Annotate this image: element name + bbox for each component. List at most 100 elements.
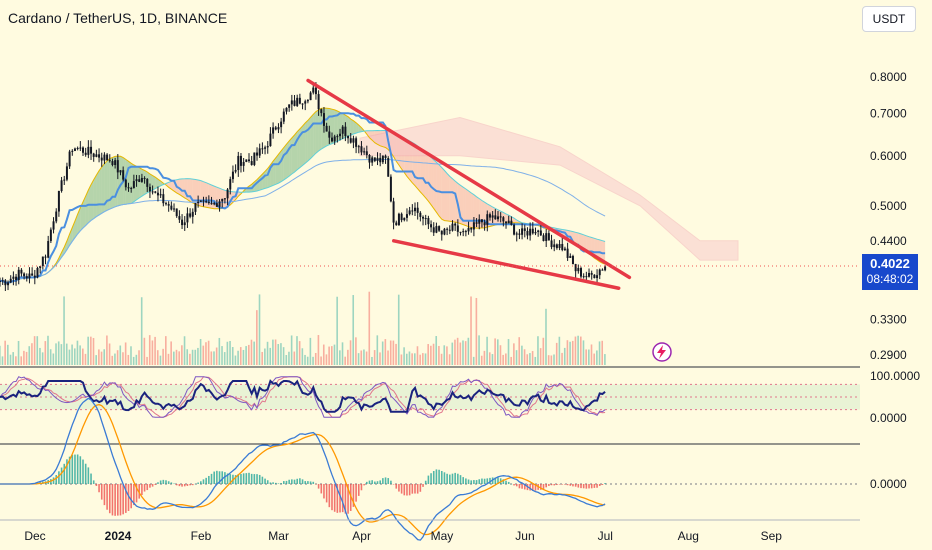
volume-bar: [363, 349, 365, 365]
macd-histogram-bar: [390, 480, 392, 484]
bear-cloud-segment: [390, 131, 394, 157]
bull-cloud-segment: [353, 120, 357, 134]
time-tick-label: Mar: [268, 529, 289, 543]
macd-histogram-bar: [309, 481, 312, 484]
volume-bar: [57, 341, 60, 365]
volume-bar: [17, 340, 20, 365]
volume-bar: [427, 344, 429, 365]
macd-histogram-bar: [74, 454, 76, 484]
candle-body: [480, 219, 483, 223]
candle-body: [229, 179, 232, 190]
volume-bar: [264, 348, 266, 365]
macd-histogram-bar: [95, 484, 98, 486]
volume-bar: [328, 346, 330, 365]
candle-body: [462, 231, 465, 233]
macd-histogram-bar: [106, 484, 108, 510]
macd-histogram-bar: [596, 484, 598, 488]
macd-histogram-bar: [502, 479, 505, 484]
macd-histogram-bar: [98, 484, 100, 493]
macd-histogram-bar: [60, 467, 63, 484]
bear-cloud-segment: [192, 179, 196, 205]
volume-bar: [397, 294, 400, 365]
bear-cloud-segment: [471, 192, 474, 228]
volume-bar: [470, 296, 472, 365]
volume-bar: [596, 350, 598, 365]
volume-bar: [448, 354, 451, 365]
macd-histogram-bar: [368, 480, 371, 484]
bear-cloud-segment: [468, 190, 472, 228]
bull-cloud-segment: [318, 108, 322, 151]
macd-histogram-bar: [457, 473, 459, 484]
candle-body: [280, 121, 283, 128]
candle-body: [306, 100, 309, 102]
macd-histogram-bar: [374, 481, 376, 484]
volume-bar: [237, 350, 239, 365]
candle-body: [534, 231, 537, 234]
candle-body: [387, 158, 390, 177]
macd-histogram-bar: [558, 484, 561, 485]
candle-body: [106, 154, 109, 161]
candle-body: [146, 178, 149, 187]
macd-histogram-bar: [285, 480, 288, 484]
macd-histogram-bar: [226, 473, 229, 484]
macd-histogram-bar: [189, 484, 191, 486]
volume-bar: [245, 346, 247, 365]
bear-cloud-segment: [372, 130, 375, 143]
volume-bar: [274, 339, 277, 365]
candle-body: [296, 97, 299, 106]
bear-cloud-segment: [452, 178, 456, 222]
candle-body: [9, 278, 12, 283]
candlesticks: [0, 82, 607, 292]
candle-body: [443, 228, 446, 235]
candle-body: [100, 157, 103, 161]
candle-body: [438, 226, 441, 231]
bull-cloud-segment: [315, 109, 319, 154]
volume-bar: [523, 349, 526, 365]
volume-bar: [138, 350, 140, 365]
volume-bar: [124, 342, 127, 365]
volume-bar: [12, 352, 14, 365]
macd-histogram-bar: [523, 484, 526, 490]
candle-body: [483, 222, 486, 226]
volume-bar: [400, 354, 403, 365]
macd-histogram-bar: [261, 476, 264, 484]
volume-bar: [202, 345, 205, 365]
candle-body: [355, 138, 358, 147]
macd-histogram-bar: [542, 484, 545, 490]
volume-bar: [571, 340, 574, 365]
macd-histogram-bar: [253, 474, 256, 484]
volume-bar: [505, 353, 507, 365]
bull-cloud-segment: [358, 125, 362, 133]
bull-cloud-segment: [83, 196, 86, 228]
lightning-icon[interactable]: [652, 342, 672, 362]
volume-bar: [253, 341, 255, 365]
candle-body: [588, 272, 591, 277]
macd-histogram-bar: [183, 484, 186, 487]
macd-histogram-bar: [355, 484, 357, 502]
volume-bar: [140, 297, 143, 365]
macd-histogram-bar: [90, 473, 92, 484]
macd-histogram-bar: [333, 484, 336, 512]
time-tick-label: Sep: [761, 529, 783, 543]
candle-body: [266, 146, 269, 148]
volume-bar: [269, 347, 272, 365]
time-tick-label: 2024: [105, 529, 132, 543]
macd-histogram-bar: [513, 484, 515, 486]
bull-cloud-segment: [356, 122, 359, 134]
macd-histogram-bar: [165, 480, 167, 484]
candle-body: [454, 223, 457, 226]
currency-button[interactable]: USDT: [862, 6, 916, 32]
candle-body: [1, 280, 4, 282]
candle-body: [357, 146, 360, 148]
candle-body: [154, 191, 157, 193]
volume-bar: [389, 340, 392, 365]
macd-histogram-bar: [384, 477, 387, 484]
time-tick-label: Jun: [515, 529, 534, 543]
volume-bar: [314, 352, 317, 365]
candle-body: [486, 214, 489, 226]
macd-histogram-bar: [280, 483, 282, 484]
candle-body: [282, 111, 285, 122]
macd-histogram-bar: [130, 484, 132, 509]
volume-bar: [68, 349, 71, 365]
